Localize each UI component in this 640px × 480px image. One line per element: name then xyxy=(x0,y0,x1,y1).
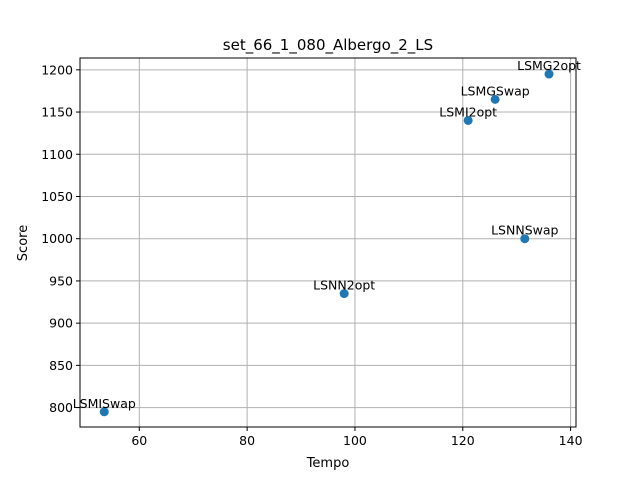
y-tick-label: 850 xyxy=(49,358,73,373)
point-labels: LSMG2opt LSMGSwap LSMI2opt LSNNSwap LSNN2opt… xyxy=(73,58,581,411)
scatter-point xyxy=(463,115,473,125)
point-label: LSNN2opt xyxy=(313,278,375,293)
y-tick-label: 1100 xyxy=(41,147,73,162)
axes: 60 80 100 120 140 800 850 900 950 1000 1050 1100 115… xyxy=(41,57,583,448)
data-points xyxy=(99,69,554,417)
scatter-point xyxy=(339,289,349,299)
y-tick-label: 1050 xyxy=(41,189,73,204)
x-tick-label: 100 xyxy=(343,433,367,448)
x-tick-label: 80 xyxy=(239,433,255,448)
plot-frame xyxy=(79,57,577,428)
point-label: LSNNSwap xyxy=(491,223,558,238)
y-tick-label: 1200 xyxy=(41,62,73,77)
y-axis-title: Score xyxy=(16,225,31,261)
y-tick-label: 900 xyxy=(49,316,73,331)
grid xyxy=(80,58,576,427)
x-tick-label: 60 xyxy=(131,433,147,448)
scatter-point xyxy=(490,94,500,104)
point-label: LSMI2opt xyxy=(439,104,497,119)
x-tick-label: 140 xyxy=(559,433,583,448)
point-label: LSMISwap xyxy=(73,396,136,411)
scatter-point xyxy=(99,407,109,417)
y-tick-label: 950 xyxy=(49,273,73,288)
x-tick-label: 120 xyxy=(451,433,475,448)
y-tick-label: 1000 xyxy=(41,231,73,246)
chart-title: set_66_1_080_Albergo_2_LS xyxy=(223,36,433,55)
y-tick-label: 1150 xyxy=(41,105,73,120)
scatter-point xyxy=(544,69,554,79)
y-tick-label: 800 xyxy=(49,400,73,415)
x-axis-title: Tempo xyxy=(306,456,350,471)
scatter-point xyxy=(520,234,530,244)
point-label: LSMG2opt xyxy=(517,58,581,73)
point-label: LSMGSwap xyxy=(461,83,530,98)
